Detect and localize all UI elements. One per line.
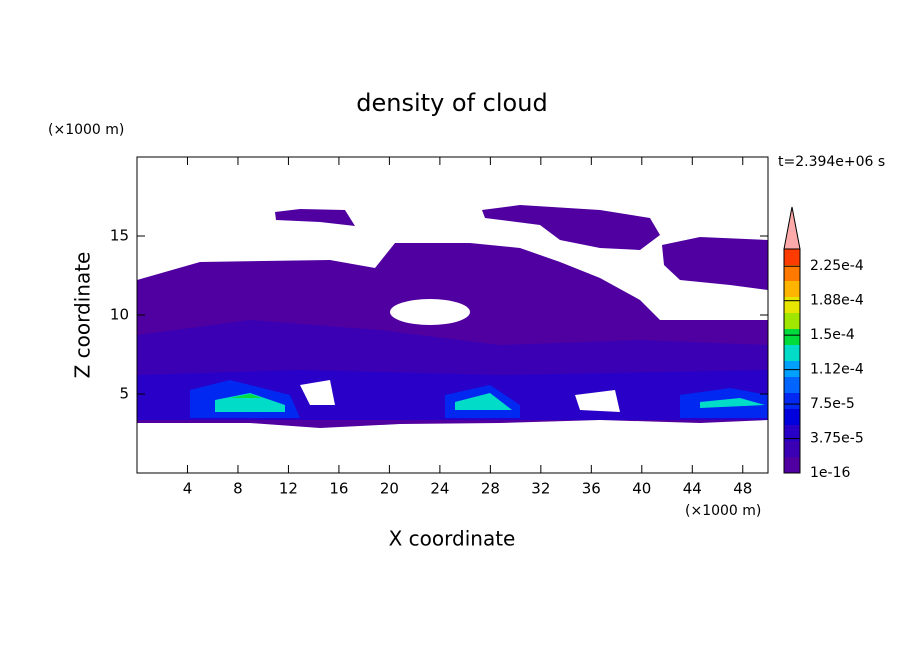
- colorbar-tick-label: 1.88e-4: [810, 293, 864, 309]
- colorbar-band: [784, 441, 800, 457]
- x-tick-label: 48: [733, 480, 752, 498]
- colorbar-band: [784, 313, 800, 329]
- colorbar-band: [784, 409, 800, 425]
- colorbar-band: [784, 457, 800, 473]
- y-tick-label: 10: [110, 306, 129, 324]
- colorbar-band: [784, 265, 800, 281]
- x-tick-label: 44: [683, 480, 702, 498]
- colorbar-extend: [783, 206, 801, 250]
- x-unit: (×1000 m): [685, 503, 761, 519]
- y-tick-label: 15: [110, 227, 129, 245]
- x-tick-label: 32: [531, 480, 550, 498]
- x-tick-label: 4: [183, 480, 193, 498]
- x-tick-label: 16: [329, 480, 348, 498]
- colorbar-tick-label: 3.75e-5: [810, 431, 864, 447]
- colorbar-tick-label: 2.25e-4: [810, 258, 864, 274]
- colorbar-band: [784, 345, 800, 361]
- colorbar-tick-label: 7.5e-5: [810, 396, 855, 412]
- colorbar-tick-label: 1e-16: [810, 465, 850, 481]
- time-annotation: t=2.394e+06 s: [778, 154, 885, 170]
- x-tick-label: 8: [233, 480, 243, 498]
- colorbar-band: [784, 249, 800, 265]
- chart-title: density of cloud: [356, 89, 547, 117]
- x-tick-label: 24: [430, 480, 449, 498]
- x-tick-label: 40: [632, 480, 651, 498]
- x-tick-label: 28: [481, 480, 500, 498]
- colorbar-band: [784, 329, 800, 345]
- y-unit: (×1000 m): [48, 122, 124, 138]
- x-tick-label: 36: [582, 480, 601, 498]
- contour-field: [137, 205, 768, 428]
- colorbar-band: [784, 425, 800, 441]
- x-tick-label: 12: [279, 480, 298, 498]
- colorbar-band: [784, 377, 800, 393]
- colorbar-tick-label: 1.5e-4: [810, 327, 855, 343]
- colorbar-band: [784, 297, 800, 313]
- colorbar-band: [784, 361, 800, 377]
- colorbar-tick-label: 1.12e-4: [810, 362, 864, 378]
- x-tick-label: 20: [380, 480, 399, 498]
- y-axis-label: Z coordinate: [71, 252, 95, 379]
- colorbar-band: [784, 281, 800, 297]
- x-axis-label: X coordinate: [389, 527, 516, 551]
- y-tick-label: 5: [119, 385, 129, 403]
- colorbar-band: [784, 393, 800, 409]
